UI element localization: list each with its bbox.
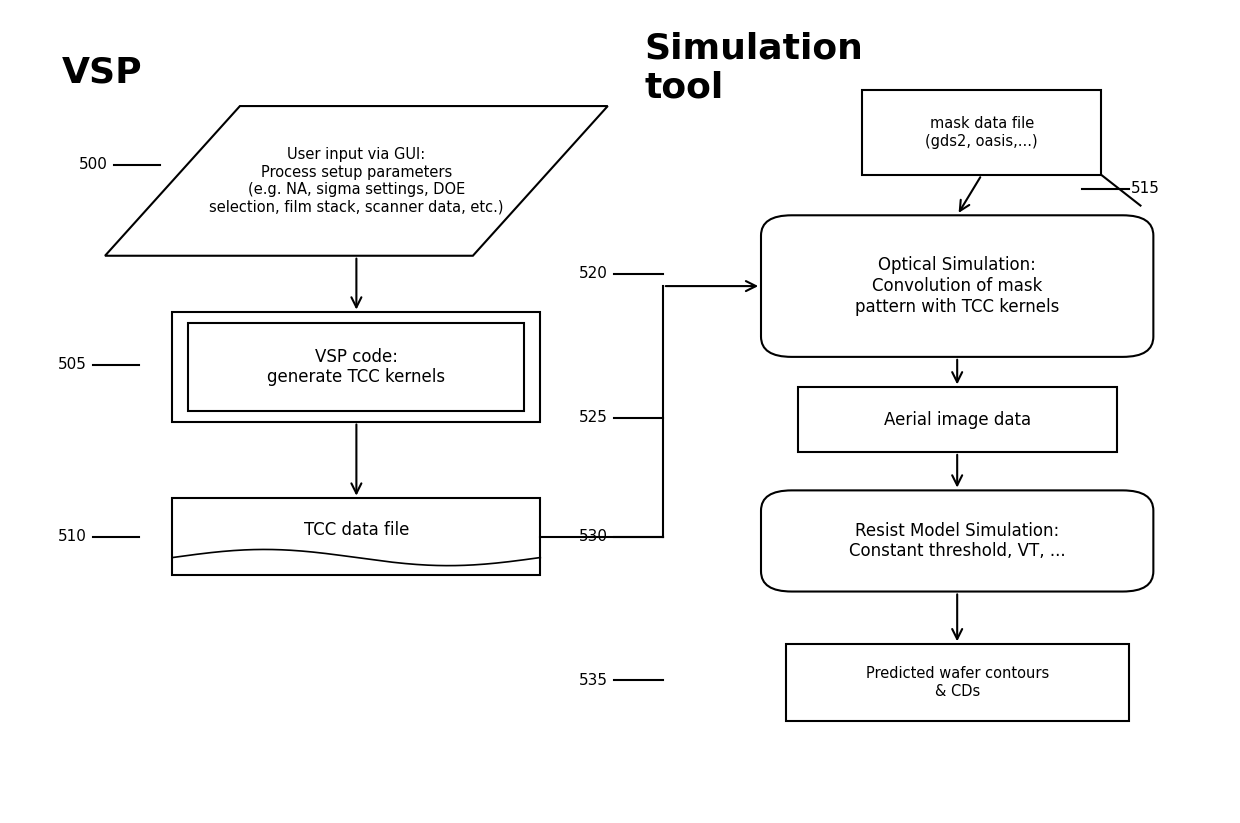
Text: Optical Simulation:
Convolution of mask
pattern with TCC kernels: Optical Simulation: Convolution of mask … xyxy=(856,256,1059,316)
Text: Simulation
tool: Simulation tool xyxy=(645,31,863,105)
Text: VSP code:
generate TCC kernels: VSP code: generate TCC kernels xyxy=(268,347,445,387)
Text: 530: 530 xyxy=(579,529,608,544)
Bar xyxy=(785,644,1128,721)
Text: VSP: VSP xyxy=(62,55,143,90)
Text: 515: 515 xyxy=(1131,182,1159,197)
Text: Aerial image data: Aerial image data xyxy=(884,411,1030,429)
Text: 500: 500 xyxy=(78,157,108,172)
Text: 510: 510 xyxy=(58,529,87,544)
Bar xyxy=(797,388,1116,452)
Text: 505: 505 xyxy=(58,357,87,372)
Bar xyxy=(172,499,541,575)
Text: User input via GUI:
Process setup parameters
(e.g. NA, sigma settings, DOE
selec: User input via GUI: Process setup parame… xyxy=(210,147,503,215)
Bar xyxy=(862,90,1101,174)
Bar xyxy=(188,323,525,412)
Text: Resist Model Simulation:
Constant threshold, VT, ...: Resist Model Simulation: Constant thresh… xyxy=(849,522,1065,560)
Text: Predicted wafer contours
& CDs: Predicted wafer contours & CDs xyxy=(866,667,1049,699)
Text: 520: 520 xyxy=(579,267,608,281)
Text: 525: 525 xyxy=(579,411,608,425)
Text: mask data file
(gds2, oasis,...): mask data file (gds2, oasis,...) xyxy=(925,116,1038,149)
Bar xyxy=(172,313,541,421)
Text: TCC data file: TCC data file xyxy=(304,522,409,539)
Text: 535: 535 xyxy=(579,672,608,688)
